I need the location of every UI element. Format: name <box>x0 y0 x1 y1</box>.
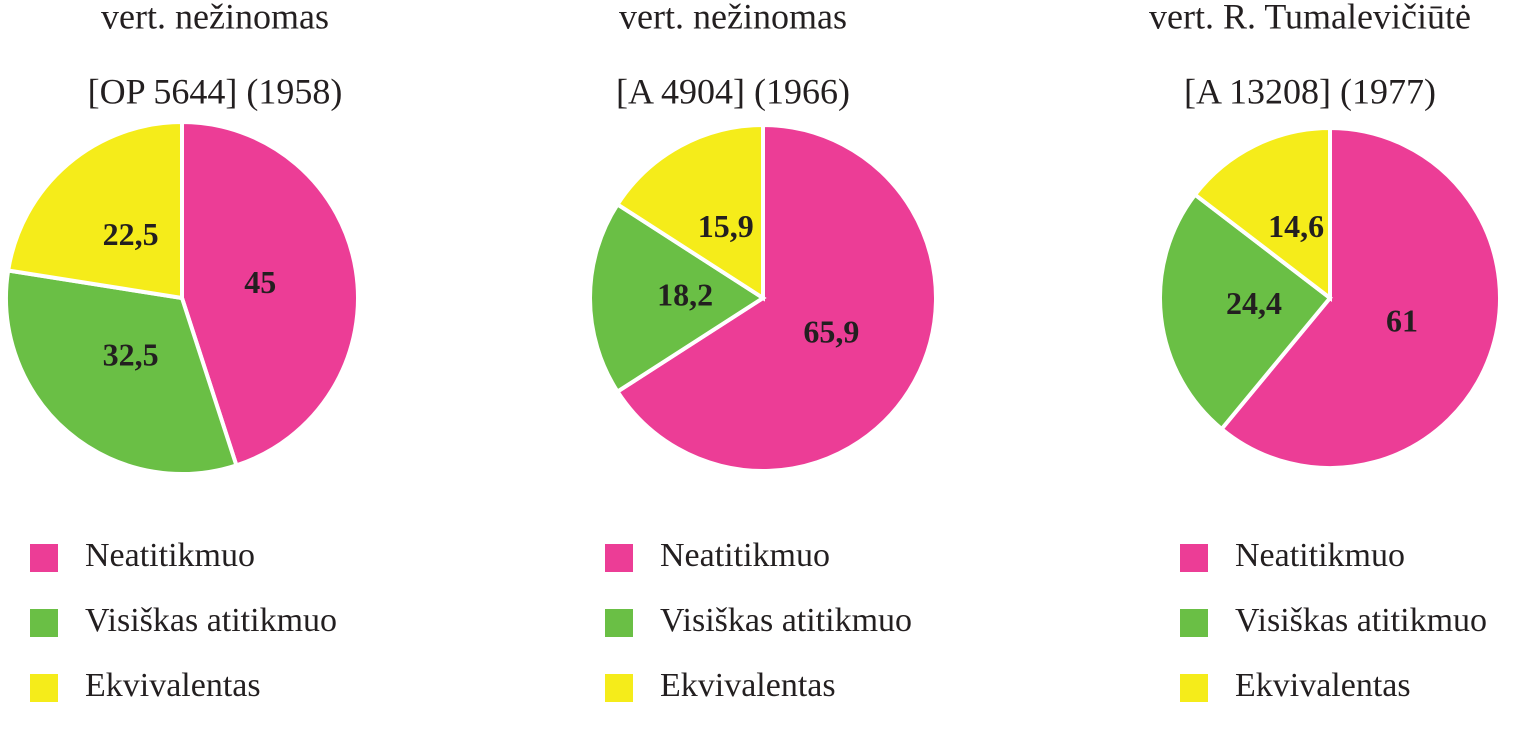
legend-swatch <box>605 544 633 572</box>
pie-slice <box>614 122 938 473</box>
legend-swatch <box>30 674 58 702</box>
legend-swatch <box>1180 544 1208 572</box>
pie-slice <box>1218 125 1502 470</box>
value-label: 32,5 <box>103 337 159 373</box>
legend-swatch <box>30 609 58 637</box>
legend-label: Visiškas atitikmuo <box>660 602 912 639</box>
pie-slice <box>1192 125 1332 303</box>
value-label: 61 <box>1386 302 1418 338</box>
value-label: 24,4 <box>1226 285 1282 321</box>
legend-label: Visiškas atitikmuo <box>85 602 337 639</box>
legend-swatch <box>605 609 633 637</box>
chart-subtitle: [A 13208] (1977) <box>1184 71 1436 111</box>
chart-subtitle: [A 4904] (1966) <box>616 71 850 111</box>
value-label: 18,2 <box>657 276 713 312</box>
legend-swatch <box>30 544 58 572</box>
value-label: 15,9 <box>698 208 754 244</box>
pie-slice <box>180 119 360 468</box>
pie-slice <box>614 122 765 302</box>
legend-label: Neatitikmuo <box>1235 537 1405 574</box>
chart-title: vert. nežinomas <box>101 0 329 36</box>
legend-label: Ekvivalentas <box>85 667 261 704</box>
legend-swatch <box>1180 674 1208 702</box>
chart-title: vert. nežinomas <box>619 0 847 36</box>
pie-slice <box>588 201 767 395</box>
legend-label: Ekvivalentas <box>660 667 836 704</box>
value-label: 45 <box>244 264 276 300</box>
value-label: 65,9 <box>803 314 859 350</box>
chart-subtitle: [OP 5644] (1958) <box>88 71 343 111</box>
legend-label: Neatitikmuo <box>660 537 830 574</box>
legend-swatch <box>1180 609 1208 637</box>
value-label: 22,5 <box>103 216 159 252</box>
pie-slice <box>4 268 239 476</box>
chart-title: vert. R. Tumalevičiūtė <box>1149 0 1471 36</box>
legend-label: Visiškas atitikmuo <box>1235 602 1487 639</box>
value-label: 14,6 <box>1268 208 1324 244</box>
pie-slice <box>5 119 184 301</box>
pie-slice <box>1158 191 1333 432</box>
legend-label: Neatitikmuo <box>85 537 255 574</box>
legend-swatch <box>605 674 633 702</box>
legend-label: Ekvivalentas <box>1235 667 1411 704</box>
